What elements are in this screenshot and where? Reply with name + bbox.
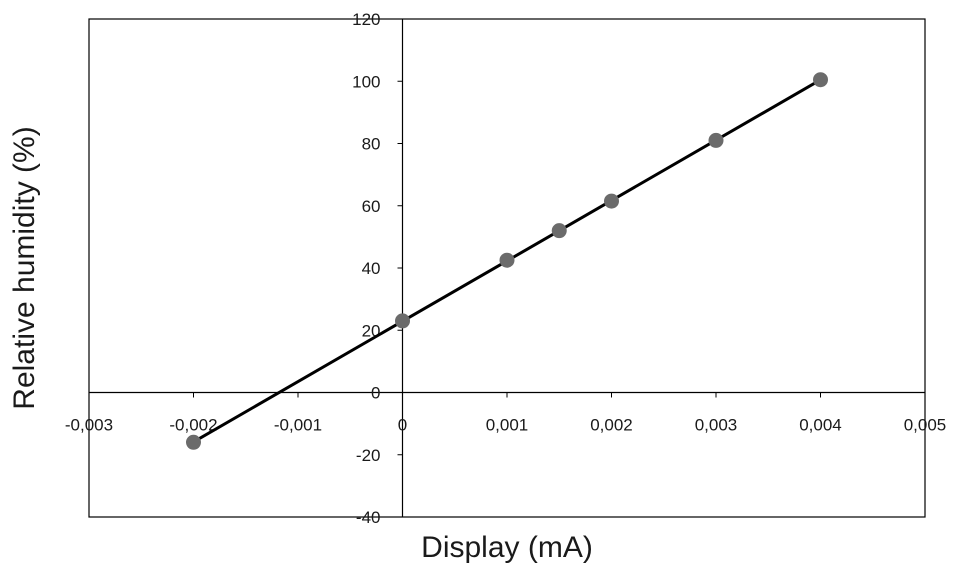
x-tick-label: 0,005 xyxy=(904,416,947,435)
x-tick-label: -0,001 xyxy=(274,416,322,435)
plot-area-border xyxy=(88,18,926,518)
y-tick-label: -20 xyxy=(356,446,381,465)
y-tick-label: 0 xyxy=(371,384,380,403)
y-tick-label: 20 xyxy=(362,321,381,340)
y-tick-label: 80 xyxy=(362,135,381,154)
x-tick-label: 0,003 xyxy=(695,416,738,435)
x-tick-label: 0,004 xyxy=(799,416,842,435)
x-tick-label: 0,001 xyxy=(486,416,529,435)
y-tick-label: 100 xyxy=(352,72,380,91)
data-point xyxy=(813,72,828,88)
x-tick-label: 0,002 xyxy=(590,416,633,435)
data-point xyxy=(395,313,410,329)
y-tick-label: 60 xyxy=(362,197,381,216)
data-point xyxy=(186,434,201,450)
y-tick-label: -40 xyxy=(356,508,381,527)
data-point xyxy=(708,132,724,148)
data-point xyxy=(551,223,567,239)
x-tick-label: -0,002 xyxy=(169,416,217,435)
series xyxy=(186,72,828,450)
axes xyxy=(88,18,926,518)
x-tick-label: 0 xyxy=(398,416,407,435)
x-tick-label: -0,003 xyxy=(65,416,113,435)
data-point xyxy=(604,193,619,209)
y-axis-title: Relative humidity (%) xyxy=(8,126,41,409)
x-axis-title: Display (mA) xyxy=(421,531,593,564)
y-tick-label: 40 xyxy=(362,259,381,278)
y-tick-label: 120 xyxy=(352,10,380,29)
data-point xyxy=(499,252,515,268)
tick-labels: -0,003 -0,002 -0,001 0 0,001 0,002 0,003 0,004 0… xyxy=(65,10,946,527)
